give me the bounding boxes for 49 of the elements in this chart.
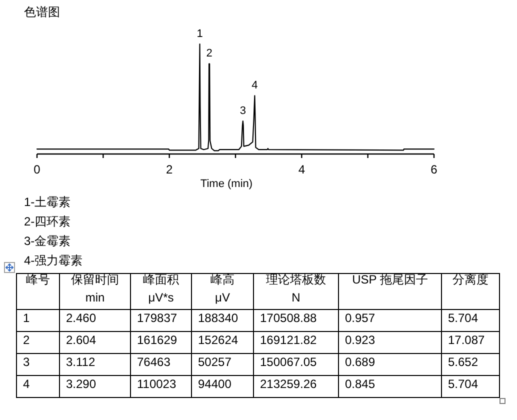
data-label: 76463 (137, 355, 171, 370)
x-tick-label: 2 (166, 162, 173, 177)
data-label: 0.957 (345, 311, 376, 326)
data-label: 2.460 (66, 311, 96, 326)
y-tick-label: 4 (23, 377, 30, 392)
data-label: 152624 (198, 333, 238, 348)
x-tick-label: 峰面积 μV*s (143, 272, 179, 305)
data-label: 3.112 (66, 355, 96, 370)
x-tick-label: USP 拖尾因子 (352, 272, 428, 287)
text: 4-强力霉素 (24, 254, 83, 268)
data-label: 5.652 (448, 355, 478, 370)
y-axis-title: 峰号 (26, 272, 50, 287)
annotation: 1 (196, 28, 203, 40)
text: 3-金霉素 (24, 234, 71, 248)
x-tick-label: 理论塔板数 N (266, 272, 326, 305)
data-label: 3.290 (66, 377, 96, 392)
data-label: 17.087 (448, 333, 486, 348)
data-label: 2.604 (66, 333, 96, 348)
data-label: 188340 (198, 311, 238, 326)
data-label: 0.923 (345, 333, 376, 348)
data-label: 213259.26 (260, 377, 318, 392)
x-tick-label: 6 (430, 162, 438, 177)
y-tick-label: 1 (23, 311, 30, 326)
x-tick-label: 分离度 (452, 272, 488, 287)
data-label: 110023 (137, 377, 176, 392)
data-label: 179837 (137, 311, 178, 326)
data-label: 5.704 (448, 377, 478, 392)
annotation: 3 (240, 104, 246, 117)
data-label: 150067.05 (260, 355, 318, 370)
x-tick-label: 峰高 μV (210, 272, 234, 305)
data-label: 170508.88 (260, 311, 318, 326)
y-tick-label: 3 (23, 355, 30, 370)
text: 2-四环素 (24, 214, 71, 229)
text: 1-土霉素 (24, 195, 71, 210)
data-label: 50257 (198, 355, 232, 370)
data-label: 169121.82 (260, 333, 318, 348)
annotation: 4 (252, 80, 258, 92)
x-tick-label: 0 (34, 162, 41, 177)
annotation: 2 (206, 48, 212, 60)
x-tick-label: 保留时间 min (71, 272, 119, 305)
x-axis-title: Time (min) (200, 178, 253, 190)
data-label: 0.689 (345, 355, 376, 370)
data-label: 94400 (198, 377, 232, 392)
data-label: 161629 (137, 333, 178, 348)
x-tick-label: 4 (298, 162, 306, 177)
data-label: 5.704 (448, 311, 478, 326)
data-label: 0.845 (345, 377, 376, 392)
y-tick-label: 2 (23, 333, 30, 348)
chart-title: 色谱图 (24, 5, 60, 20)
